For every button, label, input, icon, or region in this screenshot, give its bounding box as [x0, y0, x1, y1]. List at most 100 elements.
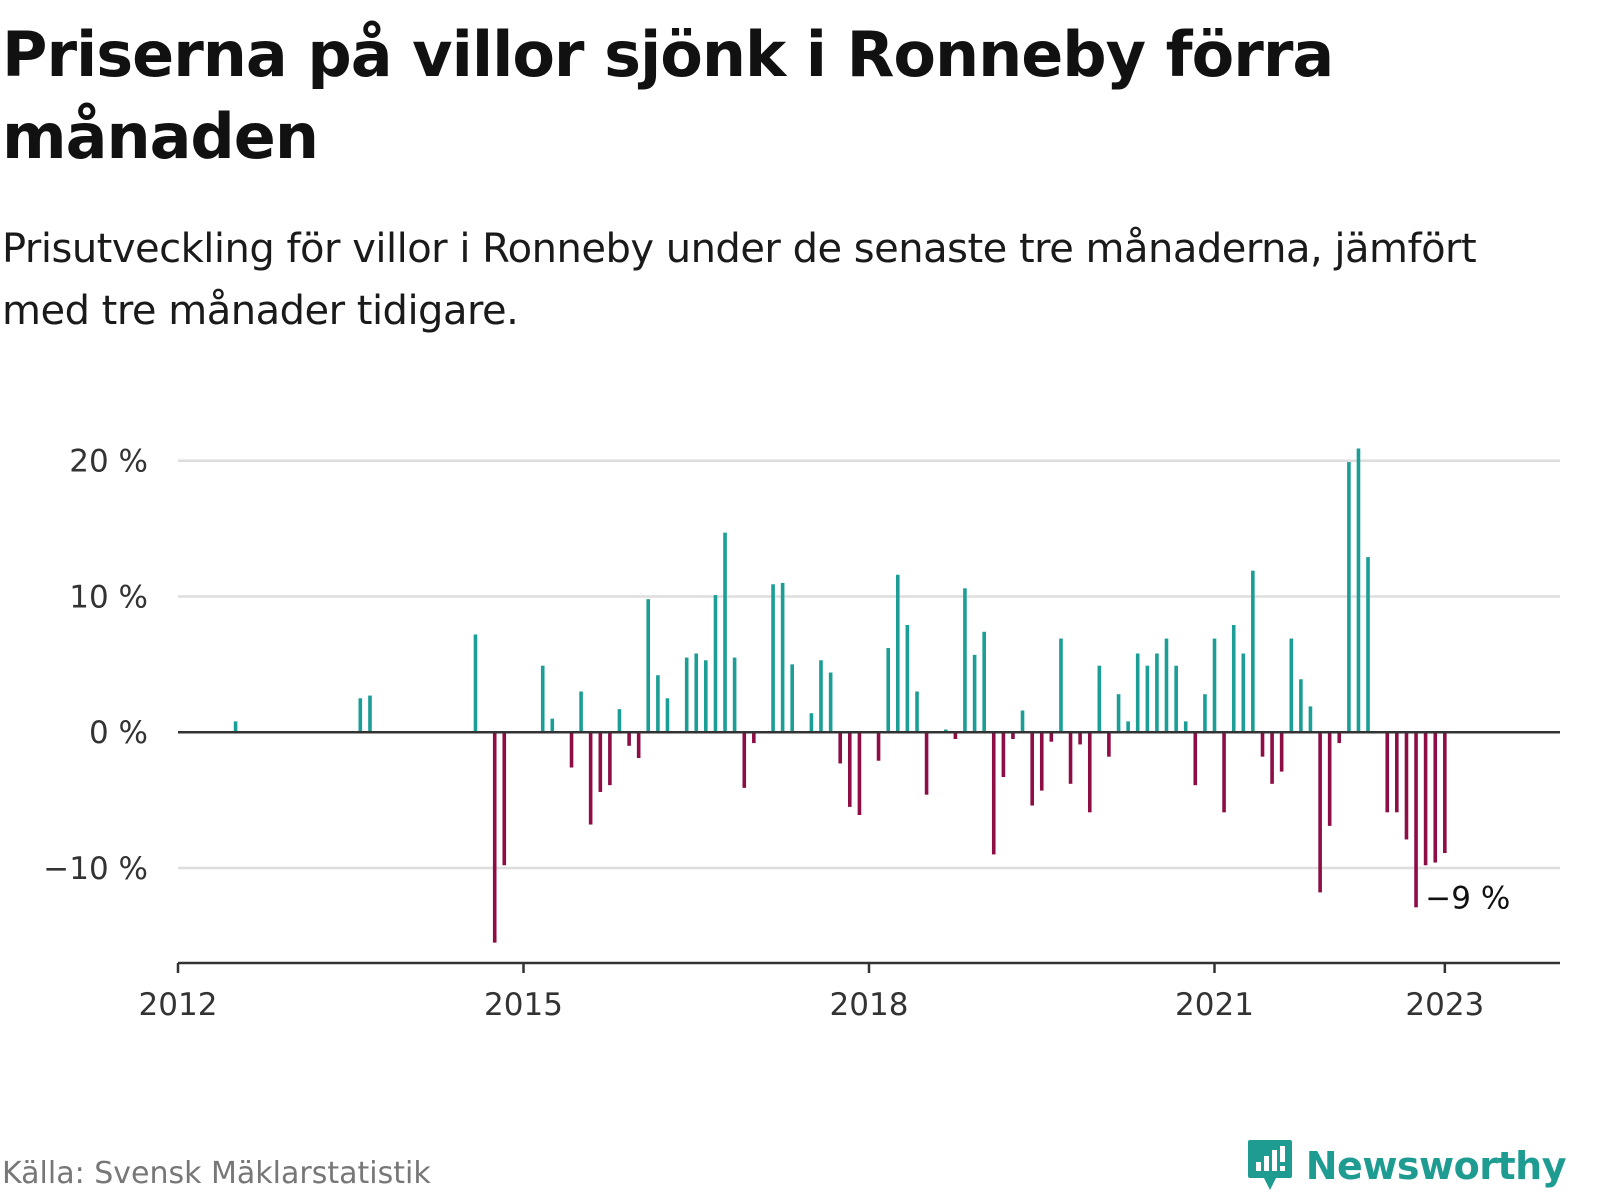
bar [1068, 732, 1073, 784]
y-tick-label: 10 % [69, 579, 148, 615]
bar [809, 713, 814, 733]
y-axis: 20 % 10 % 0 % −10 % [43, 444, 148, 887]
bar [1049, 732, 1054, 742]
bar [1404, 732, 1409, 840]
bar [579, 691, 583, 733]
bar [492, 732, 497, 943]
bar [1116, 694, 1121, 733]
bar [665, 698, 670, 733]
bar [972, 654, 977, 733]
bar [233, 721, 238, 733]
bar [1174, 665, 1178, 733]
bar [502, 732, 507, 866]
bar [1356, 448, 1361, 733]
bar [876, 732, 881, 761]
x-tick-label: 2018 [830, 987, 909, 1023]
bar [1308, 706, 1313, 733]
x-axis: 2012 2015 2018 2021 2023 [139, 963, 1484, 1023]
bar [1231, 624, 1236, 733]
x-tick-label: 2015 [484, 987, 563, 1023]
y-tick-label: 20 % [69, 444, 148, 480]
bar [1059, 638, 1063, 733]
bars [233, 448, 1447, 943]
y-tick-label: 0 % [89, 715, 148, 751]
bar [1222, 732, 1226, 813]
bar [982, 631, 986, 733]
bar [1097, 665, 1102, 733]
bar [1270, 732, 1274, 784]
bar [704, 660, 708, 733]
bar [1251, 570, 1255, 733]
bar [895, 574, 900, 733]
bar [646, 599, 651, 733]
bar [857, 732, 862, 816]
bar [1078, 732, 1082, 745]
bar [358, 698, 363, 733]
logo-text: Newsworthy [1305, 1144, 1567, 1188]
bar [627, 732, 631, 746]
bar [847, 732, 852, 807]
last-value-label: −9 % [1425, 880, 1510, 916]
bar [1107, 732, 1111, 757]
bar [1443, 732, 1447, 854]
source-note: Källa: Svensk Mäklarstatistik [2, 1156, 431, 1191]
bar [588, 732, 593, 825]
bar [1145, 665, 1150, 733]
bar [915, 691, 919, 733]
bar [1327, 732, 1332, 826]
bar [1039, 732, 1044, 791]
bar [723, 532, 727, 733]
bar [1260, 732, 1265, 757]
bar [953, 732, 958, 740]
bar [944, 729, 948, 733]
bar [1087, 732, 1092, 813]
bar [991, 732, 996, 855]
bar [886, 648, 891, 733]
bar [368, 695, 372, 733]
bar [694, 653, 699, 733]
bar [1011, 732, 1015, 740]
y-tick-label: −10 % [43, 851, 148, 887]
bar [636, 732, 641, 759]
x-tick-label: 2021 [1175, 987, 1254, 1023]
bar [608, 732, 612, 786]
bar [963, 588, 967, 733]
bar [1203, 694, 1207, 733]
bar [924, 732, 929, 795]
newsworthy-logo: Newsworthy [1246, 1138, 1567, 1194]
bar [1212, 638, 1217, 733]
bar [550, 718, 555, 733]
chart-subtitle: Prisutveckling för villor i Ronneby unde… [2, 226, 1477, 334]
bar [1183, 721, 1188, 733]
newsworthy-logo-icon [1247, 1140, 1292, 1190]
bar [780, 582, 785, 733]
bar [569, 732, 574, 768]
bar [1193, 732, 1198, 786]
x-tick-label: 2012 [139, 987, 218, 1023]
bar [684, 657, 689, 733]
bar [1395, 732, 1399, 813]
bar [1347, 462, 1351, 733]
gridlines [178, 459, 1560, 870]
bar [828, 672, 833, 733]
bar [1164, 638, 1169, 733]
bar [732, 657, 737, 733]
bar [1001, 732, 1006, 778]
bar [1366, 557, 1370, 733]
bar [905, 624, 910, 733]
bar [1279, 732, 1284, 772]
bar [540, 665, 545, 733]
bar [819, 660, 823, 733]
bar [1289, 638, 1294, 733]
bar [713, 595, 718, 733]
bar [1155, 653, 1159, 733]
bar [742, 732, 747, 788]
bar [1337, 732, 1342, 744]
bar [1433, 732, 1438, 863]
bar [1241, 653, 1246, 733]
bar [1385, 732, 1390, 813]
bar [838, 732, 843, 764]
bar [1020, 710, 1025, 733]
bar [1423, 732, 1428, 866]
